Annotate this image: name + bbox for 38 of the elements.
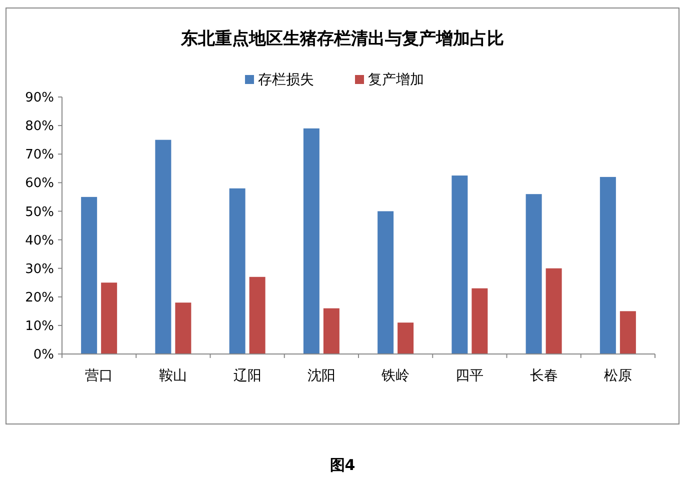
y-tick-label: 90% [25,90,54,106]
x-tick-label: 长春 [530,368,558,384]
bar [175,302,192,354]
y-tick-label: 60% [25,176,54,192]
legend-label: 存栏损失 [258,72,314,88]
bar [398,322,414,354]
bar [452,176,468,354]
x-tick-label: 鞍山 [159,368,188,384]
legend-label: 复产增加 [368,72,424,88]
bar [620,311,636,354]
y-tick-label: 50% [25,204,54,220]
x-tick-label: 铁岭 [380,368,410,384]
y-tick-label: 30% [25,262,54,277]
bar [249,276,266,354]
bar [323,308,340,354]
y-tick-label: 10% [25,318,54,334]
bar [303,128,320,354]
y-tick-label: 80% [25,119,54,134]
bar [378,211,394,354]
y-tick-label: 40% [25,233,54,248]
x-tick-label: 四平 [456,368,484,384]
x-tick-label: 沈阳 [307,368,336,384]
x-tick-label: 营口 [85,368,114,384]
bar [101,282,118,354]
bar [546,268,562,354]
bar [155,140,172,354]
caption: 图4 [330,456,356,474]
bar [600,176,616,354]
bar [526,194,542,354]
x-tick-label: 辽阳 [233,368,262,384]
y-tick-label: 20% [25,290,54,306]
bar [229,188,246,354]
y-tick-label: 0% [33,348,54,363]
y-tick-label: 70% [25,148,54,163]
x-tick-label: 松原 [604,368,632,384]
chart-title: 东北重点地区生猪存栏清出与复产增加占比 [180,29,504,49]
bar [81,196,98,354]
bar [472,288,488,354]
